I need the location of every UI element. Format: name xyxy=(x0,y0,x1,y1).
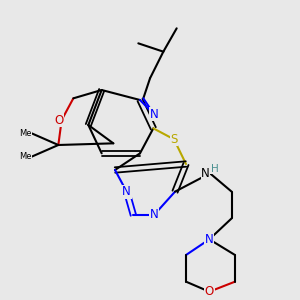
Text: N: N xyxy=(150,108,158,121)
Text: N: N xyxy=(201,167,210,180)
Text: Me: Me xyxy=(20,152,32,161)
Text: N: N xyxy=(122,185,131,198)
Text: O: O xyxy=(54,113,63,127)
Text: O: O xyxy=(205,285,214,298)
Text: Me: Me xyxy=(20,129,32,138)
Text: H: H xyxy=(211,164,218,174)
Text: N: N xyxy=(205,233,214,246)
Text: N: N xyxy=(150,208,158,221)
Text: S: S xyxy=(170,133,178,146)
